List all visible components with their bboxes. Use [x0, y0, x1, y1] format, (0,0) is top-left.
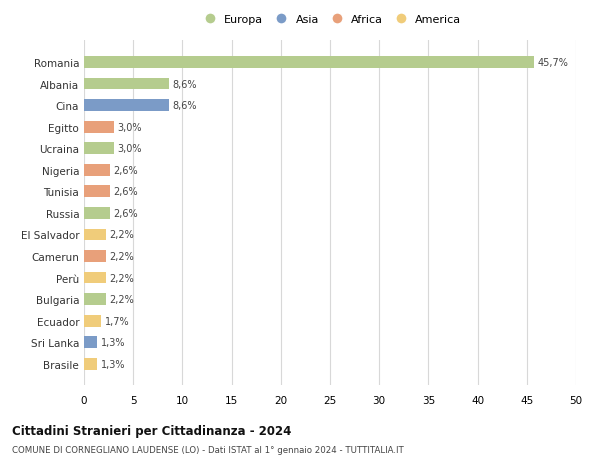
Text: 2,6%: 2,6% — [113, 187, 138, 197]
Bar — [84, 143, 113, 155]
Text: 8,6%: 8,6% — [173, 79, 197, 90]
Text: 1,3%: 1,3% — [101, 359, 125, 369]
Bar — [84, 186, 110, 198]
Bar — [84, 358, 97, 370]
Bar — [84, 272, 106, 284]
Text: 8,6%: 8,6% — [173, 101, 197, 111]
Text: COMUNE DI CORNEGLIANO LAUDENSE (LO) - Dati ISTAT al 1° gennaio 2024 - TUTTITALIA: COMUNE DI CORNEGLIANO LAUDENSE (LO) - Da… — [12, 445, 404, 454]
Bar — [84, 57, 533, 69]
Text: 1,3%: 1,3% — [101, 337, 125, 347]
Bar — [84, 207, 110, 219]
Text: 2,6%: 2,6% — [113, 208, 138, 218]
Text: 2,2%: 2,2% — [110, 295, 134, 304]
Text: 2,2%: 2,2% — [110, 230, 134, 240]
Bar — [84, 251, 106, 263]
Text: 1,7%: 1,7% — [104, 316, 129, 326]
Bar — [84, 229, 106, 241]
Text: Cittadini Stranieri per Cittadinanza - 2024: Cittadini Stranieri per Cittadinanza - 2… — [12, 425, 292, 437]
Bar — [84, 100, 169, 112]
Bar — [84, 164, 110, 176]
Text: 3,0%: 3,0% — [118, 123, 142, 132]
Bar — [84, 122, 113, 133]
Legend: Europa, Asia, Africa, America: Europa, Asia, Africa, America — [196, 12, 464, 27]
Text: 2,2%: 2,2% — [110, 252, 134, 262]
Text: 3,0%: 3,0% — [118, 144, 142, 154]
Text: 2,6%: 2,6% — [113, 165, 138, 175]
Bar — [84, 315, 101, 327]
Text: 45,7%: 45,7% — [538, 58, 568, 68]
Bar — [84, 294, 106, 305]
Bar — [84, 78, 169, 90]
Bar — [84, 336, 97, 348]
Text: 2,2%: 2,2% — [110, 273, 134, 283]
